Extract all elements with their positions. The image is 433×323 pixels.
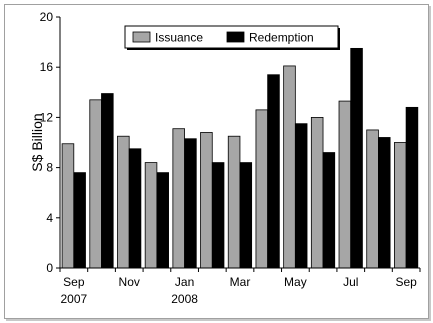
bar-redemption-11 (378, 137, 391, 269)
bar-redemption-0 (73, 172, 86, 269)
legend-swatch-redemption (226, 31, 245, 43)
bar-redemption-8 (294, 123, 308, 269)
y-axis-title: S$ Billion (29, 113, 45, 171)
legend-swatch-issuance (132, 31, 151, 43)
x-tick-label-2: Nov (119, 275, 140, 289)
x-tick-label-12: Sep (395, 275, 417, 289)
bar-redemption-7 (267, 74, 280, 269)
x-tick-label-8: May (284, 275, 307, 289)
bar-redemption-9 (322, 152, 336, 269)
bar-issuance-6 (227, 135, 241, 269)
bar-issuance-0 (61, 143, 75, 269)
bar-issuance-5 (200, 132, 213, 269)
bar-issuance-4 (172, 128, 185, 269)
bar-issuance-10 (338, 100, 352, 269)
x-tick-sublabel-4: 2008 (171, 292, 198, 306)
bar-redemption-3 (156, 172, 169, 269)
bar-issuance-8 (283, 65, 296, 269)
bar-redemption-1 (101, 93, 114, 269)
bar-issuance-1 (89, 99, 102, 269)
bar-issuance-3 (144, 162, 158, 269)
bar-redemption-2 (128, 148, 142, 269)
y-tick-label-8: 8 (46, 161, 53, 175)
bar-redemption-5 (211, 162, 225, 269)
x-tick-sublabel-0: 2007 (60, 292, 87, 306)
y-tick-label-12: 12 (40, 110, 54, 124)
y-tick-label-0: 0 (46, 261, 53, 275)
legend-label-issuance: Issuance (155, 31, 203, 45)
bar-issuance-2 (117, 135, 130, 269)
y-tick-label-16: 16 (40, 60, 54, 74)
legend-label-redemption: Redemption (249, 31, 314, 45)
x-tick-label-0: Sep (63, 275, 85, 289)
bar-issuance-11 (366, 129, 379, 269)
y-tick-label-20: 20 (40, 10, 54, 24)
bar-redemption-12 (405, 106, 419, 269)
bar-redemption-10 (350, 47, 363, 269)
bar-issuance-12 (394, 142, 407, 269)
y-tick-label-4: 4 (46, 211, 53, 225)
bar-redemption-6 (239, 162, 253, 269)
x-tick-label-10: Jul (343, 275, 358, 289)
bar-issuance-9 (310, 117, 324, 269)
x-tick-label-6: Mar (230, 275, 251, 289)
x-tick-label-4: Jan (175, 275, 194, 289)
bar-redemption-4 (184, 138, 197, 269)
bar-issuance-7 (255, 109, 269, 269)
